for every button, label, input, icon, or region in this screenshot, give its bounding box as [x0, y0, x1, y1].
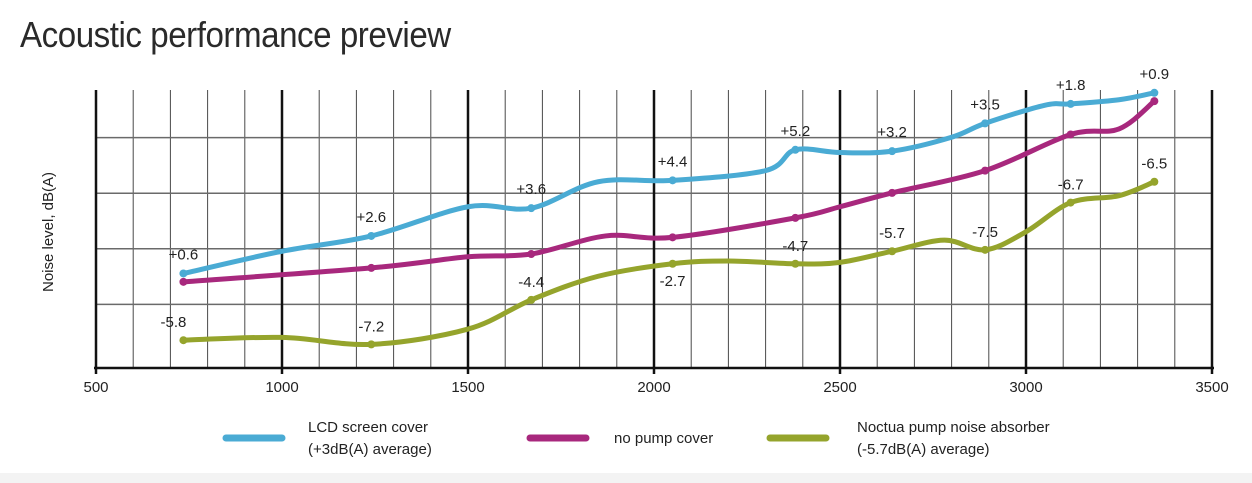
data-point	[527, 204, 536, 213]
data-label: +5.2	[781, 123, 811, 140]
legend-label: no pump cover	[614, 430, 713, 447]
data-label: +4.4	[658, 153, 688, 170]
data-point	[1150, 97, 1159, 106]
data-point	[1066, 130, 1075, 139]
data-label: +3.6	[516, 181, 546, 198]
data-label: -5.7	[879, 225, 905, 242]
data-point	[1150, 177, 1159, 186]
data-point	[981, 245, 990, 254]
data-label: -4.7	[782, 238, 808, 255]
series-line-2	[180, 98, 1157, 285]
chart-title: Acoustic performance preview	[20, 14, 451, 55]
data-label: -5.8	[160, 314, 186, 331]
data-point	[791, 213, 800, 222]
x-tick-label: 2500	[823, 379, 856, 396]
series-line-3	[180, 179, 1157, 348]
legend-label: (-5.7dB(A) average)	[857, 441, 990, 458]
data-point	[981, 166, 990, 175]
data-point	[888, 247, 897, 256]
legend-label: LCD screen cover	[308, 419, 428, 436]
data-point	[791, 145, 800, 154]
x-tick-label: 1000	[265, 379, 298, 396]
data-point	[668, 233, 677, 242]
data-point	[668, 259, 677, 268]
series-points	[179, 88, 1159, 349]
legend-label: Noctua pump noise absorber	[857, 419, 1050, 436]
bottom-band	[0, 473, 1252, 483]
data-label: +0.6	[169, 246, 199, 263]
data-label: +2.6	[356, 209, 386, 226]
data-point	[1150, 88, 1159, 97]
x-tick-label: 1500	[451, 379, 484, 396]
plot-grid	[94, 90, 1214, 374]
data-point	[1066, 99, 1075, 108]
data-label: +3.5	[970, 96, 1000, 113]
series-lines	[180, 90, 1157, 348]
data-labels: +0.6 +2.6 +3.6 +4.4 +5.2 +3.2 +3.5 +1.8 +0.9 -5.8…	[160, 66, 1169, 336]
x-tick-label: 3500	[1195, 379, 1228, 396]
data-label: +1.8	[1056, 77, 1086, 94]
data-point	[668, 176, 677, 185]
data-point	[791, 259, 800, 268]
x-tick-label: 500	[83, 379, 108, 396]
x-tick-labels: 500 1000 1500 2000 2500 3000 3500	[83, 379, 1228, 396]
data-label: -4.4	[518, 274, 544, 291]
data-label: +3.2	[877, 124, 907, 141]
data-label: +0.9	[1140, 66, 1170, 83]
data-point	[888, 188, 897, 197]
data-point	[367, 340, 376, 349]
data-point	[1066, 198, 1075, 207]
x-tick-label: 3000	[1009, 379, 1042, 396]
data-point	[367, 231, 376, 240]
legend: LCD screen cover (+3dB(A) average) no pump…	[222, 419, 1050, 458]
data-point	[179, 269, 188, 278]
data-point	[367, 263, 376, 272]
x-tick-label: 2000	[637, 379, 670, 396]
data-point	[527, 295, 536, 304]
data-point	[179, 277, 188, 286]
data-point	[888, 147, 897, 156]
y-axis-label: Noise level, dB(A)	[40, 172, 57, 292]
series-line-1	[180, 90, 1157, 276]
data-label: -6.7	[1058, 177, 1084, 194]
data-label: -7.2	[358, 318, 384, 335]
data-point	[527, 250, 536, 259]
data-point	[179, 336, 188, 345]
data-point	[981, 119, 990, 128]
data-label: -7.5	[972, 224, 998, 241]
data-label: -6.5	[1141, 156, 1167, 173]
data-label: -2.7	[660, 273, 686, 290]
legend-label: (+3dB(A) average)	[308, 441, 432, 458]
